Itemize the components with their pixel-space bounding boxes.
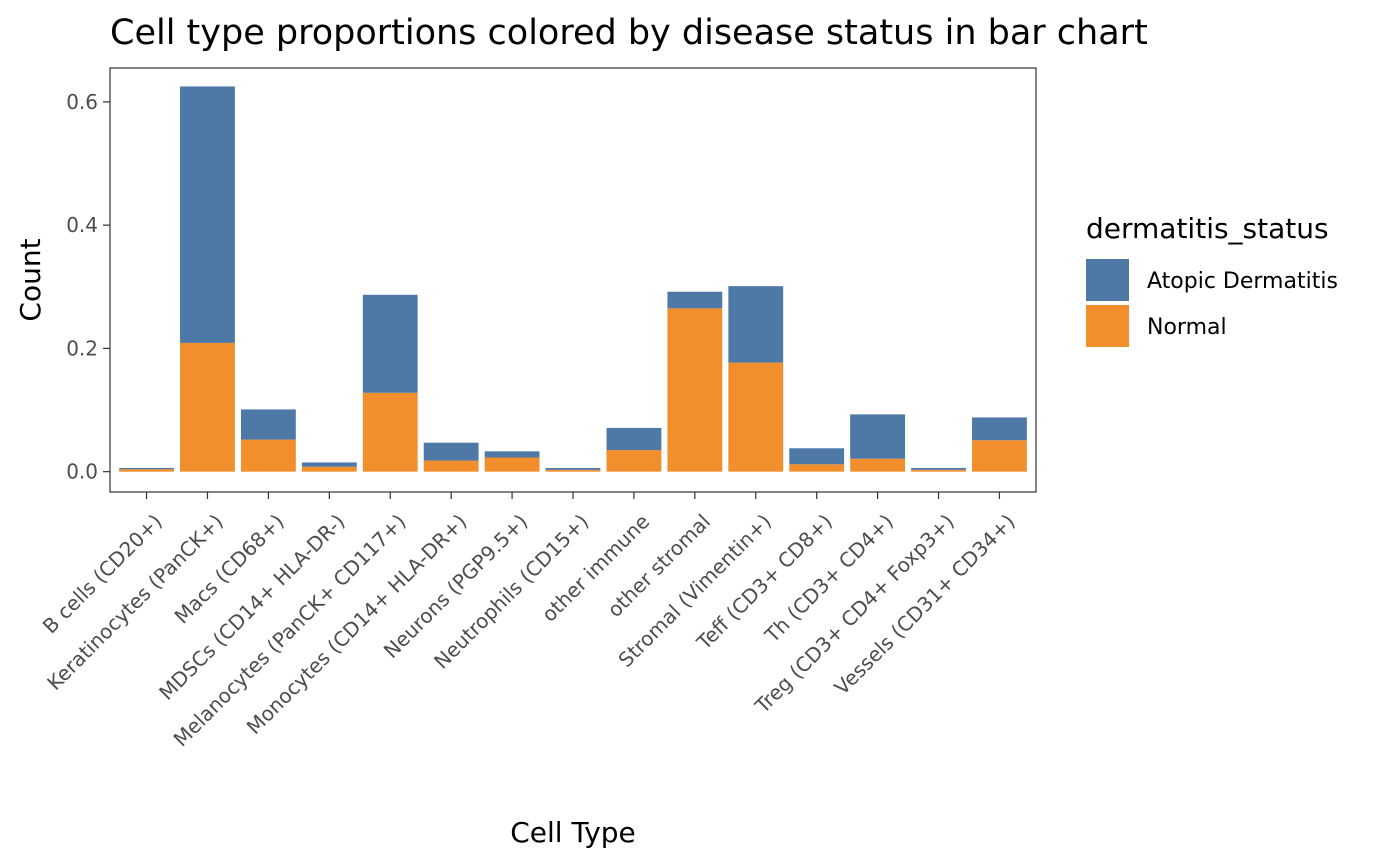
- bar-atopic-dermatitis: [972, 417, 1027, 441]
- bar-atopic-dermatitis: [240, 409, 296, 440]
- bar-atopic-dermatitis: [911, 467, 966, 470]
- bar-normal: [850, 458, 906, 472]
- bar-atopic-dermatitis: [667, 291, 723, 309]
- legend-label: Normal: [1147, 315, 1227, 340]
- y-tick-label: 0.0: [66, 460, 98, 484]
- bar-normal: [789, 464, 845, 472]
- chart-title: Cell type proportions colored by disease…: [110, 13, 1148, 53]
- bar-normal: [911, 469, 966, 472]
- bar-normal: [545, 469, 601, 472]
- legend-label: Atopic Dermatitis: [1147, 269, 1338, 294]
- y-tick-label: 0.2: [66, 336, 98, 360]
- bar-atopic-dermatitis: [728, 286, 784, 363]
- y-axis-title: Count: [14, 238, 47, 321]
- bar-normal: [484, 457, 540, 472]
- bar-normal: [667, 308, 723, 472]
- y-tick-label: 0.4: [66, 213, 98, 237]
- bar-atopic-dermatitis: [484, 451, 540, 458]
- bar-normal: [606, 450, 662, 472]
- legend-title: dermatitis_status: [1086, 212, 1329, 245]
- bar-atopic-dermatitis: [119, 467, 174, 470]
- bar-normal: [728, 362, 784, 472]
- bar-atopic-dermatitis: [423, 442, 479, 461]
- bar-normal: [972, 440, 1027, 472]
- y-tick-label: 0.6: [66, 90, 98, 114]
- bar-atopic-dermatitis: [362, 294, 418, 393]
- bars-layer: [119, 86, 1027, 472]
- bar-atopic-dermatitis: [850, 414, 906, 459]
- bar-normal: [301, 466, 357, 472]
- bar-atopic-dermatitis: [301, 462, 357, 467]
- bar-atopic-dermatitis: [180, 86, 235, 343]
- bar-normal: [362, 392, 418, 472]
- legend-key: [1086, 305, 1129, 347]
- legend-key: [1086, 259, 1129, 301]
- bar-normal: [240, 439, 296, 472]
- bar-normal: [423, 460, 479, 472]
- bar-atopic-dermatitis: [606, 427, 662, 451]
- x-axis-title: Cell Type: [510, 816, 636, 849]
- y-axis: 0.0 0.2 0.4 0.6: [66, 90, 110, 484]
- legend: dermatitis_status Atopic Dermatitis Norma…: [1086, 212, 1338, 347]
- bar-atopic-dermatitis: [789, 448, 845, 465]
- bar-normal: [180, 342, 235, 472]
- bar-atopic-dermatitis: [545, 467, 601, 470]
- bar-normal: [119, 469, 174, 472]
